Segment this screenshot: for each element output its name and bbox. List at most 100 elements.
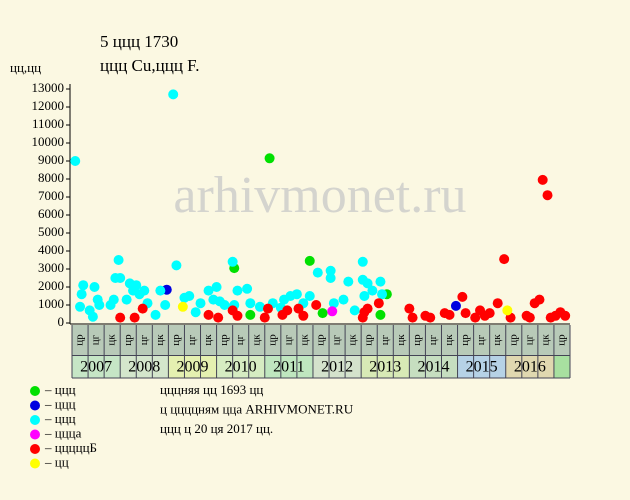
point bbox=[219, 300, 230, 310]
year-label: 2010 bbox=[225, 359, 257, 376]
note: ц ццццням цца ARHIVMONET.RU bbox=[160, 401, 354, 416]
point bbox=[367, 285, 378, 296]
year-cell bbox=[505, 356, 554, 378]
y-tick-label: 4000 bbox=[38, 242, 64, 257]
point bbox=[328, 298, 339, 309]
point bbox=[150, 309, 161, 320]
x-sub-label: цк bbox=[539, 334, 551, 346]
chart-title: 5 ццц 1730 bbox=[100, 32, 178, 51]
legend-label: – ццц bbox=[44, 382, 76, 397]
point bbox=[94, 300, 105, 310]
note: ццц ц 20 ця 2017 цц. bbox=[160, 421, 273, 436]
y-tick-label: 3000 bbox=[38, 260, 64, 275]
point bbox=[115, 312, 126, 323]
x-sub-label: цг bbox=[186, 334, 198, 345]
point bbox=[131, 280, 142, 291]
point bbox=[312, 267, 323, 278]
x-sub-label: цг bbox=[138, 334, 150, 345]
x-sub-label: цк bbox=[106, 334, 118, 346]
point bbox=[160, 300, 171, 310]
legend-swatch bbox=[30, 444, 40, 454]
x-sub-label: цр bbox=[122, 334, 134, 346]
point bbox=[560, 310, 571, 321]
legend-swatch bbox=[30, 458, 40, 469]
point bbox=[211, 282, 222, 292]
point bbox=[87, 311, 98, 322]
x-sub-label: цр bbox=[459, 334, 471, 346]
point bbox=[304, 291, 315, 301]
legend-label: – цццццБ bbox=[44, 440, 97, 455]
x-sub-label: цг bbox=[234, 334, 246, 345]
point bbox=[502, 305, 513, 316]
point bbox=[375, 309, 386, 320]
point bbox=[470, 312, 481, 323]
point bbox=[203, 285, 214, 296]
x-sub-label: цг bbox=[90, 334, 102, 345]
point bbox=[108, 294, 119, 305]
point bbox=[457, 291, 468, 302]
point bbox=[325, 265, 336, 276]
point bbox=[524, 312, 535, 323]
y-tick-label: 0 bbox=[58, 314, 65, 329]
point bbox=[264, 153, 275, 164]
point bbox=[190, 307, 201, 318]
point bbox=[213, 312, 224, 323]
point bbox=[137, 303, 148, 314]
point bbox=[357, 256, 368, 267]
point bbox=[75, 301, 86, 312]
year-label: 2015 bbox=[466, 359, 498, 376]
point bbox=[349, 305, 360, 316]
point bbox=[291, 289, 302, 300]
year-cell bbox=[457, 356, 506, 378]
watermark: arhivmonet.ru bbox=[173, 167, 466, 224]
x-sub-label: цг bbox=[331, 334, 343, 345]
point bbox=[293, 303, 304, 314]
point bbox=[311, 300, 322, 310]
point bbox=[262, 303, 273, 314]
x-sub-label: цр bbox=[315, 334, 327, 346]
point bbox=[377, 289, 388, 300]
legend-swatch bbox=[30, 415, 40, 425]
point bbox=[325, 273, 336, 283]
point bbox=[444, 309, 455, 320]
point bbox=[425, 312, 436, 323]
point bbox=[227, 256, 238, 267]
year-cell bbox=[264, 356, 313, 378]
note: цццняя цц 1693 цц bbox=[160, 382, 263, 397]
point bbox=[245, 309, 256, 320]
legend-label: – ццца bbox=[44, 425, 82, 440]
point bbox=[407, 312, 418, 323]
point bbox=[129, 312, 140, 323]
point bbox=[362, 278, 373, 289]
point bbox=[242, 283, 253, 294]
point bbox=[492, 298, 503, 309]
point bbox=[203, 309, 214, 320]
year-cell-empty bbox=[553, 356, 570, 378]
x-sub-label: цр bbox=[74, 334, 86, 346]
year-label: 2007 bbox=[80, 359, 112, 376]
point bbox=[259, 312, 270, 323]
point bbox=[450, 300, 461, 311]
point bbox=[327, 306, 338, 317]
x-sub-label: цк bbox=[250, 334, 262, 346]
point bbox=[484, 308, 495, 319]
point bbox=[232, 285, 243, 296]
point bbox=[121, 294, 132, 305]
point bbox=[373, 298, 384, 309]
x-sub-label: цр bbox=[411, 334, 423, 346]
x-sub-label: цг bbox=[282, 334, 294, 345]
x-sub-label: цк bbox=[491, 334, 503, 346]
point bbox=[282, 305, 293, 316]
x-sub-label: цк bbox=[347, 334, 359, 346]
x-sub-label: цр bbox=[218, 334, 230, 346]
point bbox=[304, 255, 315, 266]
point bbox=[298, 310, 309, 321]
legend-label: – ццц bbox=[44, 396, 76, 411]
year-cell bbox=[312, 356, 362, 378]
chart-subtitle: ццц Cu,ццц F. bbox=[100, 56, 200, 75]
y-tick-label: 10000 bbox=[32, 134, 65, 149]
x-sub-label: цк bbox=[443, 334, 455, 346]
legend-swatch bbox=[30, 400, 40, 411]
x-sub-label: цг bbox=[475, 334, 487, 345]
year-cell bbox=[120, 356, 169, 378]
